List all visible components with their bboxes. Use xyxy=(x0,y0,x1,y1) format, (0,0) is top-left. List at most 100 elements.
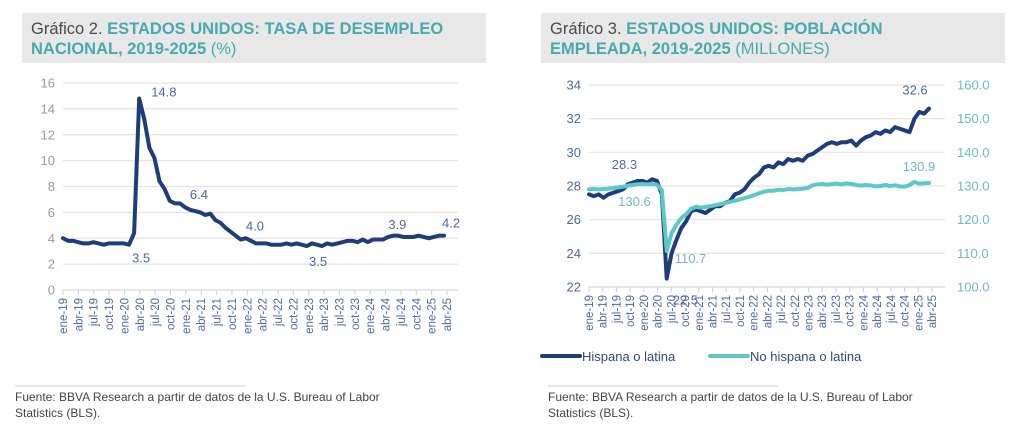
x-tick-label: jul-19 xyxy=(611,295,623,324)
x-tick-label: ene-21 xyxy=(694,295,706,331)
y-tick-label: 14 xyxy=(41,101,55,116)
y-tick-label: 26 xyxy=(567,212,581,227)
data-label: 14.8 xyxy=(151,85,176,100)
y-right-tick-label: 160.0 xyxy=(957,78,990,93)
x-tick-label: ene-19 xyxy=(584,295,596,331)
data-label: 4.0 xyxy=(246,218,264,233)
x-tick-label: jul-24 xyxy=(886,294,898,324)
x-tick-label: abr-23 xyxy=(319,298,331,331)
chart3-title-line1: ESTADOS UNIDOS: POBLACIÓN xyxy=(626,20,883,38)
data-label: 3.5 xyxy=(309,254,327,269)
x-tick-label: oct-23 xyxy=(350,298,362,330)
legend-label: Hispana o latina xyxy=(582,349,676,364)
x-tick-label: abr-22 xyxy=(762,295,774,328)
series-line-tasa-de-desempleo xyxy=(61,96,446,249)
x-tick-label: abr-22 xyxy=(258,298,270,331)
y-right-tick-label: 110.0 xyxy=(957,246,989,261)
data-label: 130.6 xyxy=(618,194,651,209)
x-tick-label: oct-19 xyxy=(104,298,116,330)
x-tick-label: oct-20 xyxy=(166,298,178,330)
x-tick-label: abr-21 xyxy=(707,295,719,328)
x-tick-label: abr-20 xyxy=(135,298,147,331)
employment-chart: 22 24 26 28 30 32 34 100.0 110.0 120.0 130.0 140.0 1… xyxy=(540,78,990,364)
x-tick-label: jul-22 xyxy=(273,298,285,327)
x-tick-label: jul-23 xyxy=(334,298,346,327)
data-label: 22.5 xyxy=(673,293,698,308)
x-tick-label: jul-22 xyxy=(776,295,788,324)
x-tick-label: oct-22 xyxy=(288,298,300,330)
chart2-title-line1: ESTADOS UNIDOS: TASA DE DESEMPLEO xyxy=(107,20,444,38)
y-right-tick-label: 120.0 xyxy=(957,212,990,227)
x-tick-label: abr-20 xyxy=(653,295,665,328)
x-tick-label: ene-22 xyxy=(749,295,761,331)
x-tick-label: oct-24 xyxy=(900,294,912,327)
series-line-no-hispana-o-latina xyxy=(587,179,931,253)
x-tick-label: ene-21 xyxy=(181,298,193,334)
x-tick-label: oct-20 xyxy=(680,295,692,327)
x-tick-label: jul-21 xyxy=(721,295,733,324)
source-divider-2b xyxy=(548,385,778,387)
y-tick-label: 0 xyxy=(48,283,55,298)
y-right-tick-label: 100.0 xyxy=(957,280,990,295)
x-tick-label: jul-21 xyxy=(212,298,224,327)
x-tick-label: ene-22 xyxy=(242,298,254,334)
y-tick-label: 10 xyxy=(41,153,55,168)
x-tick-label: abr-25 xyxy=(442,298,454,331)
chart2-title: Gráfico 2. ESTADOS UNIDOS: TASA DE DESEM… xyxy=(22,13,486,63)
x-tick-label: jul-19 xyxy=(89,298,101,327)
source-note-1-line1: Fuente: BBVA Research a partir de datos … xyxy=(15,390,380,404)
y-tick-label: 2 xyxy=(48,257,55,272)
y-tick-label: 24 xyxy=(567,246,581,261)
x-tick-label: oct-21 xyxy=(735,295,747,327)
chart3-title: Gráfico 3. ESTADOS UNIDOS: POBLACIÓN EMP… xyxy=(541,13,1005,63)
source-note-2: Fuente: BBVA Research a partir de datos … xyxy=(548,389,1018,421)
x-tick-label: abr-19 xyxy=(73,298,85,331)
data-label: 110.7 xyxy=(675,251,707,266)
source-divider-1 xyxy=(15,385,245,387)
data-label: 32.6 xyxy=(902,83,927,98)
source-note-2-line1: Fuente: BBVA Research a partir de datos … xyxy=(548,390,913,404)
x-tick-label: ene-25 xyxy=(913,295,925,331)
x-tick-label: abr-24 xyxy=(381,297,393,331)
chart3-title-prefix: Gráfico 3. xyxy=(550,20,627,38)
x-tick-label: ene-23 xyxy=(804,295,816,331)
x-tick-label: ene-24 xyxy=(365,297,377,333)
y-tick-label: 16 xyxy=(41,76,55,91)
x-tick-label: ene-25 xyxy=(427,298,439,334)
y-tick-label: 6 xyxy=(48,205,55,220)
y-right-tick-label: 140.0 xyxy=(957,145,990,160)
data-label: 3.5 xyxy=(132,251,150,266)
legend-label: No hispana o latina xyxy=(750,349,862,364)
x-tick-label: oct-22 xyxy=(790,295,802,327)
y-tick-label: 8 xyxy=(48,179,55,194)
data-label: 3.9 xyxy=(388,217,406,232)
data-label: 6.4 xyxy=(190,187,208,202)
x-tick-label: jul-24 xyxy=(396,297,408,327)
chart2-title-unit: (%) xyxy=(206,40,237,58)
x-tick-label: ene-19 xyxy=(58,298,70,334)
y-tick-label: 28 xyxy=(567,179,581,194)
y-tick-label: 12 xyxy=(41,127,55,142)
y-tick-label: 34 xyxy=(567,78,581,93)
x-tick-label: jul-20 xyxy=(666,295,678,324)
data-label: 130.9 xyxy=(903,159,936,174)
x-tick-label: abr-19 xyxy=(598,295,610,328)
y-right-tick-label: 150.0 xyxy=(957,111,990,126)
series-line-hispana-o-latina xyxy=(587,106,931,281)
x-tick-label: abr-24 xyxy=(872,294,884,328)
chart3-title-unit: (MILLONES) xyxy=(730,40,830,58)
source-note-1: Fuente: BBVA Research a partir de datos … xyxy=(15,389,495,421)
x-tick-label: ene-20 xyxy=(639,295,651,331)
x-tick-label: jul-23 xyxy=(831,295,843,324)
y-tick-label: 30 xyxy=(567,145,581,160)
x-tick-label: abr-23 xyxy=(817,295,829,328)
chart3-title-line2: EMPLEADA, 2019-2025 xyxy=(550,40,731,58)
chart2-title-line2: NACIONAL, 2019-2025 xyxy=(31,40,207,58)
x-tick-label: oct-19 xyxy=(625,295,637,327)
source-note-2-line2: Statistics (BLS). xyxy=(548,406,634,420)
x-tick-label: ene-20 xyxy=(119,298,131,334)
data-label: 28.3 xyxy=(612,157,637,172)
chart2-title-prefix: Gráfico 2. xyxy=(31,20,108,38)
x-tick-label: oct-23 xyxy=(845,295,857,327)
